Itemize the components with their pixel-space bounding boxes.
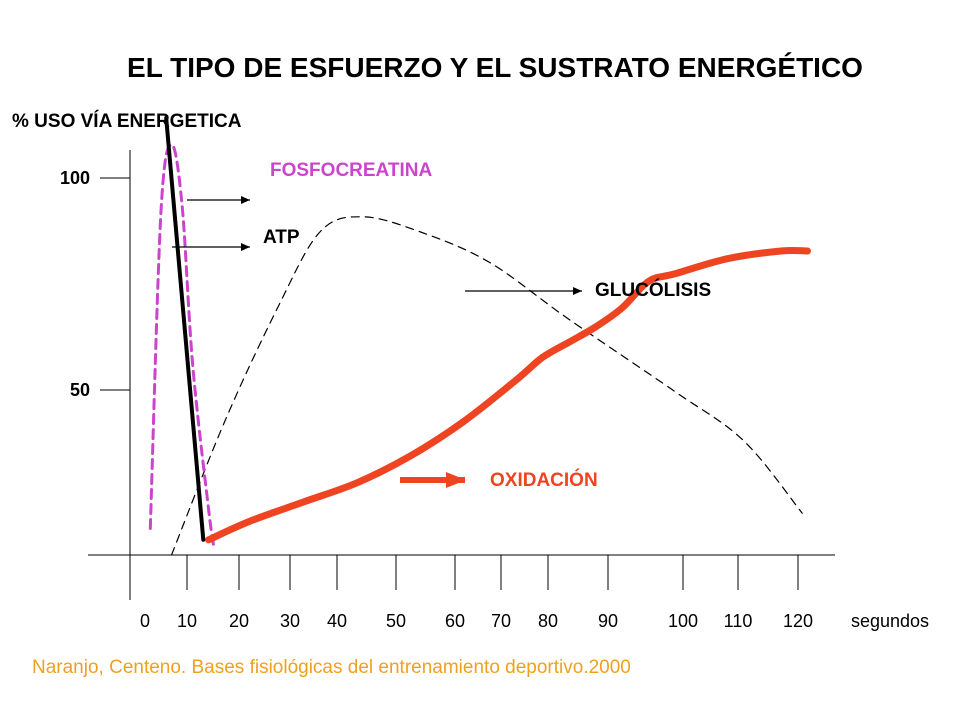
series-line-oxidacion	[205, 246, 811, 544]
y-tick-label: 50	[70, 380, 90, 400]
series-label-atp: ATP	[263, 227, 300, 248]
series-label-glucolisis: GLUCÓLISIS	[595, 279, 711, 301]
x-tick-label: 100	[668, 611, 698, 631]
y-axis-label: % USO VÍA ENERGETICA	[12, 111, 242, 132]
x-tick-label: 10	[177, 611, 197, 631]
x-tick-label: 40	[327, 611, 347, 631]
x-tick-label: 0	[140, 611, 150, 631]
axes: 100 50 0 10 20 30 40 50 60 70 80 90 100 110 120 segundo…	[60, 150, 929, 631]
x-tick-label: 70	[491, 611, 511, 631]
x-axis-label: segundos	[851, 611, 929, 631]
x-tick-label: 90	[598, 611, 618, 631]
annotation-layer	[172, 196, 582, 488]
series-line-atp	[164, 116, 206, 542]
x-tick-label: 50	[386, 611, 406, 631]
y-tick-label: 100	[60, 168, 90, 188]
x-tick-label: 30	[280, 611, 300, 631]
x-tick-label: 120	[783, 611, 813, 631]
series-line-glucolisis	[170, 216, 803, 556]
series-layer	[148, 116, 811, 556]
x-tick-label: 20	[229, 611, 249, 631]
series-line-fosfocreatina	[148, 143, 216, 549]
source-citation: Naranjo, Centeno. Bases fisiológicas del…	[32, 657, 631, 678]
series-label-fosfocreatina: FOSFOCREATINA	[270, 160, 432, 181]
x-tick-label: 60	[445, 611, 465, 631]
x-tick-label: 110	[724, 611, 753, 631]
series-label-oxidacion: OXIDACIÓN	[490, 469, 598, 491]
labels-layer: FOSFOCREATINA ATP GLUCÓLISIS OXIDACIÓN	[263, 160, 711, 491]
chart-title: EL TIPO DE ESFUERZO Y EL SUSTRATO ENERGÉ…	[127, 52, 863, 83]
x-tick-label: 80	[538, 611, 558, 631]
